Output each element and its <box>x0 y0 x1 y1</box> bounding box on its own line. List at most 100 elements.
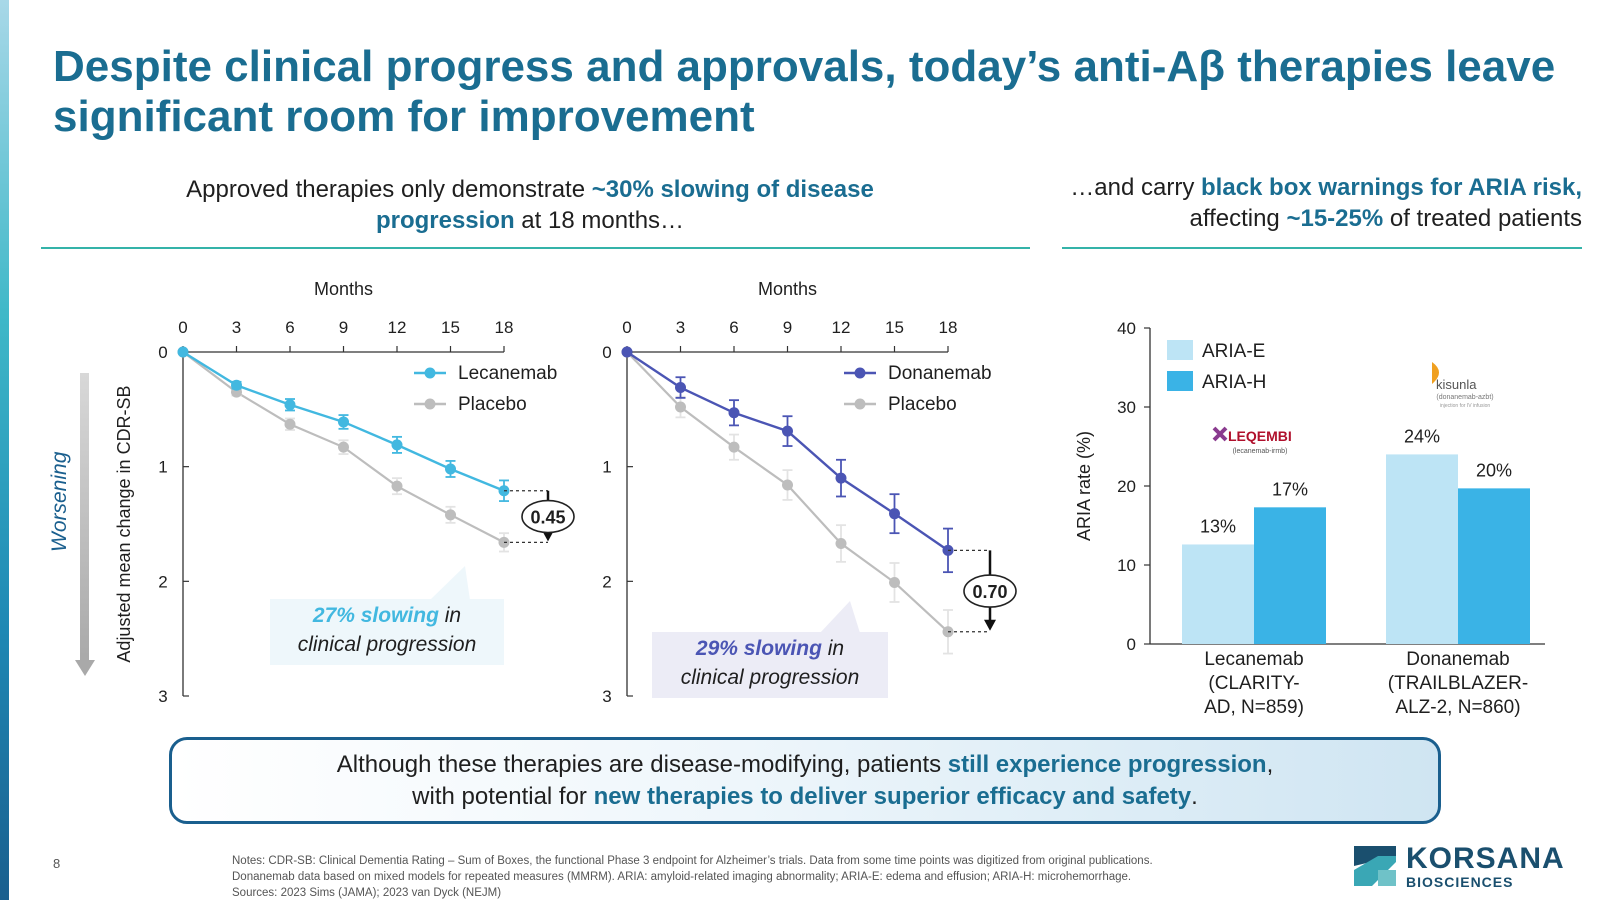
chart3-leqembi-logo-sub: (lecanemab-irmb) <box>1233 448 1288 455</box>
chart2-y-tick-label: 0 <box>602 343 611 362</box>
lecanemab-slowing-callout: 27% slowing in clinical progression <box>270 599 504 665</box>
lecanemab-callout-pointer <box>430 566 470 600</box>
left-section-header: Approved therapies only demonstrate ~30%… <box>170 174 890 236</box>
chart1-legend-label: Placebo <box>458 394 527 415</box>
chart3-category-label: ALZ-2, N=860) <box>1395 697 1520 718</box>
chart2-legend-label: Placebo <box>888 394 957 415</box>
chart3-category-label: AD, N=859) <box>1204 697 1304 718</box>
chart1-point-placebo <box>338 441 349 453</box>
chart3-bar-aria-e <box>1386 454 1458 644</box>
right-header-highlight-pct: ~15-25% <box>1286 205 1384 232</box>
chart1-y-tick-label: 0 <box>158 343 167 362</box>
chart3-y-tick-label: 10 <box>1117 556 1136 575</box>
chart1-point-lecanemab <box>445 463 456 475</box>
chart1-difference-badge <box>521 499 575 534</box>
chart3-leqembi-logo-name: LEQEMBI <box>1228 428 1292 444</box>
chart3-bar-value-label: 24% <box>1404 426 1440 446</box>
chart2-difference-badge <box>963 574 1017 608</box>
chart2-x-tick-label: 15 <box>885 318 904 337</box>
left-accent-bar <box>0 0 9 900</box>
chart3-category-label: (CLARITY- <box>1208 673 1299 694</box>
worsening-arrow-head <box>75 660 95 676</box>
chart3-legend-swatch <box>1167 340 1193 360</box>
conclusion-line-1: Although these therapies are disease-mod… <box>172 749 1438 781</box>
donanemab-slowing-in: in <box>821 637 845 660</box>
chart3-bar-aria-h <box>1254 507 1326 644</box>
chart3-bar-aria-h <box>1458 488 1530 644</box>
chart2-y-tick-label: 3 <box>602 687 611 706</box>
chart1-point-placebo <box>391 480 403 492</box>
chart1-x-tick-label: 18 <box>495 318 514 337</box>
left-header-text-end: at 18 months… <box>514 207 685 234</box>
chart2-point-placebo <box>782 479 793 491</box>
chart2-point-placebo <box>889 576 900 588</box>
lecanemab-slowing-text: clinical progression <box>297 633 477 656</box>
chart1-point-lecanemab <box>177 346 189 358</box>
chart1-xaxis-label: Months <box>314 279 373 299</box>
lecanemab-slowing-pct: 27% slowing <box>312 604 439 627</box>
conclusion-text-1b: , <box>1266 750 1274 778</box>
chart2-x-tick-label: 9 <box>783 318 792 337</box>
footnotes: Notes: CDR-SB: Clinical Dementia Rating … <box>232 853 1332 901</box>
chart1-x-tick-label: 0 <box>178 318 187 337</box>
donanemab-slowing-pct: 29% slowing <box>695 637 822 660</box>
chart3-kisunla-logo-sub: (donanemab-azbt) <box>1436 394 1493 401</box>
chart2-x-tick-label: 0 <box>622 318 631 337</box>
donanemab-callout-pointer <box>820 601 860 633</box>
chart2-y-tick-label: 1 <box>602 458 611 477</box>
chart3-category-label: Donanemab <box>1406 649 1510 670</box>
chart2-xaxis-label: Months <box>758 279 817 299</box>
chart1-y-tick-label: 2 <box>158 572 167 591</box>
donanemab-slowing-callout: 29% slowing in clinical progression <box>652 632 888 698</box>
chart2-difference-arrow-head <box>984 619 996 631</box>
donanemab-slowing-text: clinical progression <box>680 666 860 689</box>
chart3-bar-value-label: 17% <box>1272 479 1308 499</box>
chart1-x-tick-label: 6 <box>285 318 294 337</box>
chart3-yaxis-label: ARIA rate (%) <box>1074 431 1094 541</box>
company-subtitle: BIOSCIENCES <box>1406 874 1514 890</box>
chart1-yaxis-label: Adjusted mean change in CDR-SB <box>114 385 134 662</box>
chart2-difference-label: 0.70 <box>972 582 1007 602</box>
chart2-legend-marker <box>854 398 866 410</box>
chart1-x-tick-label: 9 <box>339 318 348 337</box>
chart2-x-tick-label: 18 <box>939 318 958 337</box>
chart1-point-placebo <box>445 509 456 521</box>
conclusion-highlight-2: new therapies to deliver superior effica… <box>593 782 1192 810</box>
chart3-bar-aria-e <box>1182 544 1254 644</box>
chart2-point-donanemab <box>675 382 686 394</box>
chart3-bar-value-label: 13% <box>1200 516 1236 536</box>
page-title: Despite clinical progress and approvals,… <box>53 42 1556 141</box>
chart1-difference-label: 0.45 <box>530 508 565 528</box>
conclusion-line-2: with potential for new therapies to deli… <box>172 781 1438 813</box>
chart1-y-tick-label: 1 <box>158 458 167 477</box>
chart3-legend-label: ARIA-H <box>1202 372 1266 393</box>
left-header-text: Approved therapies only demonstrate <box>186 176 592 203</box>
chart2-x-tick-label: 3 <box>676 318 685 337</box>
left-header-rule <box>41 247 1030 249</box>
right-header-text: …and carry <box>1070 174 1202 201</box>
chart2-point-donanemab <box>728 407 740 419</box>
lecanemab-slowing-in: in <box>438 604 462 627</box>
chart3-category-label: (TRAILBLAZER- <box>1388 673 1528 694</box>
conclusion-text-1: Although these therapies are disease-mod… <box>336 750 948 778</box>
chart1-point-lecanemab <box>338 416 349 428</box>
chart2-point-donanemab <box>889 508 900 520</box>
chart3-y-tick-label: 0 <box>1127 635 1136 654</box>
chart1-x-tick-label: 3 <box>232 318 241 337</box>
chart2-legend-label: Donanemab <box>888 363 992 384</box>
company-logo: KORSANA BIOSCIENCES <box>1350 842 1580 890</box>
page-number: 8 <box>53 856 61 871</box>
chart1-legend-label: Lecanemab <box>458 363 557 384</box>
chart3-legend-swatch <box>1167 371 1193 391</box>
chart2-point-placebo <box>728 441 740 453</box>
conclusion-highlight-1: still experience progression <box>947 750 1267 778</box>
chart3-leqembi-logo-icon <box>1212 426 1228 442</box>
company-logo-icon <box>1354 846 1396 886</box>
chart1-x-tick-label: 12 <box>388 318 407 337</box>
chart2-point-donanemab <box>835 472 847 484</box>
left-header-highlight: ~30% slowing of disease progression <box>375 176 874 234</box>
chart1-point-lecanemab <box>391 439 403 451</box>
right-header-rule <box>1062 247 1582 249</box>
conclusion-box: Although these therapies are disease-mod… <box>169 737 1441 824</box>
right-header-text-end: of treated patients <box>1383 205 1582 232</box>
